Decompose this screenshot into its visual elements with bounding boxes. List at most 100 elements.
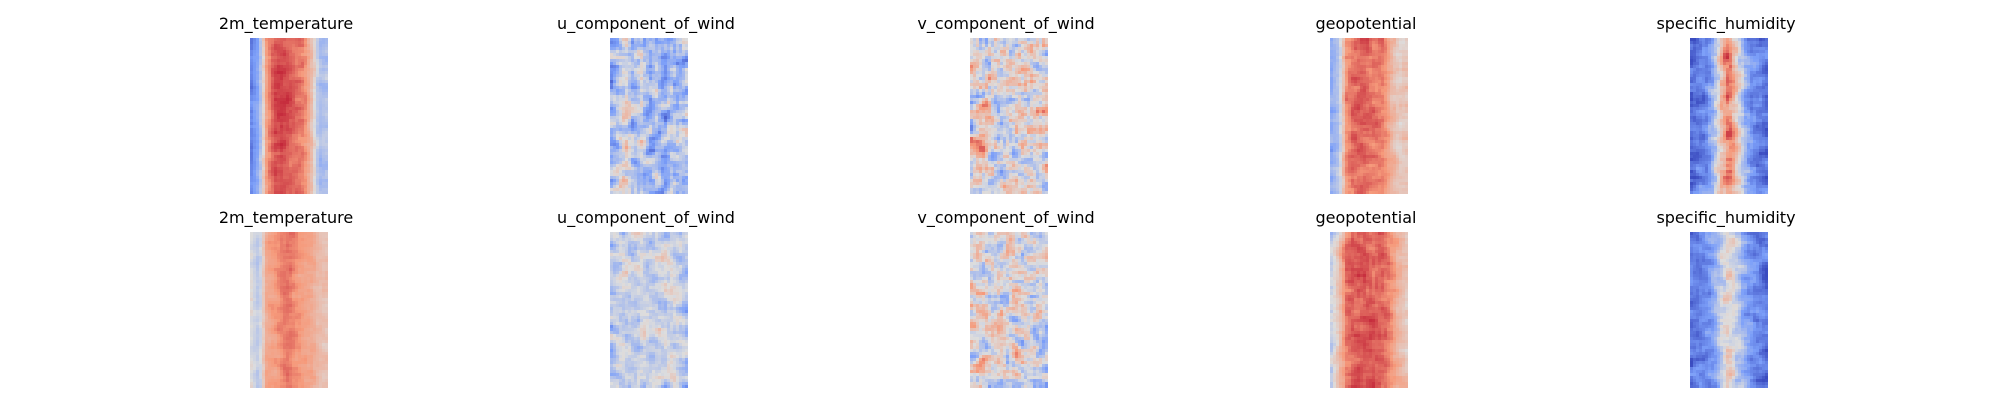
heatmap-cell xyxy=(280,59,284,63)
heatmap-cell xyxy=(289,44,293,48)
heatmap-cell xyxy=(277,128,281,132)
heatmap-cell xyxy=(631,185,635,189)
heatmap-cell xyxy=(619,89,623,93)
heatmap-cell xyxy=(646,149,650,153)
heatmap-cell xyxy=(310,98,314,102)
heatmap-cell xyxy=(979,149,983,153)
heatmap-cell xyxy=(277,176,281,180)
heatmap-cell xyxy=(1021,143,1025,147)
heatmap-cell xyxy=(268,116,272,120)
heatmap-cell xyxy=(1375,80,1379,84)
heatmap-cell xyxy=(625,113,629,117)
heatmap-cell xyxy=(1033,113,1037,117)
heatmap-cell xyxy=(1036,113,1040,117)
heatmap-cell xyxy=(1006,110,1010,114)
heatmap-cell xyxy=(649,158,653,162)
heatmap-cell xyxy=(304,134,308,138)
heatmap-cell xyxy=(1363,59,1367,63)
heatmap-cell xyxy=(1030,119,1034,123)
heatmap-cell xyxy=(976,47,980,51)
heatmap-cell xyxy=(625,104,629,108)
heatmap-cell xyxy=(262,179,266,183)
heatmap-cell xyxy=(985,188,989,192)
heatmap-cell xyxy=(1399,53,1403,57)
heatmap-cell xyxy=(1360,50,1364,54)
heatmap-cell xyxy=(301,179,305,183)
heatmap-cell xyxy=(682,50,686,54)
heatmap-cell xyxy=(1393,128,1397,132)
heatmap-cell xyxy=(1000,158,1004,162)
heatmap-cell xyxy=(283,92,287,96)
heatmap-cell xyxy=(1018,161,1022,165)
heatmap-cell xyxy=(1381,134,1385,138)
heatmap-cell xyxy=(613,191,617,194)
heatmap-cell xyxy=(1375,143,1379,147)
heatmap-cell xyxy=(277,146,281,150)
heatmap-cell xyxy=(1039,104,1043,108)
heatmap-cell xyxy=(1006,152,1010,156)
heatmap-cell xyxy=(1042,62,1046,66)
heatmap-cell xyxy=(634,83,638,87)
heatmap-cell xyxy=(685,68,688,72)
heatmap-cell xyxy=(991,101,995,105)
heatmap-cell xyxy=(1045,185,1048,189)
heatmap-cell xyxy=(253,155,257,159)
heatmap-cell xyxy=(973,185,977,189)
heatmap-cell xyxy=(301,68,305,72)
heatmap-cell xyxy=(1354,104,1358,108)
heatmap-cell xyxy=(1378,65,1382,69)
heatmap-cell xyxy=(1330,140,1334,144)
heatmap-cell xyxy=(313,62,317,66)
heatmap-cell xyxy=(319,107,323,111)
heatmap-cell xyxy=(1390,98,1394,102)
heatmap-cell xyxy=(250,164,254,168)
heatmap-cell xyxy=(1027,164,1031,168)
heatmap-cell xyxy=(268,125,272,129)
heatmap-cell xyxy=(322,74,326,78)
heatmap-cell xyxy=(262,173,266,177)
heatmap-cell xyxy=(304,173,308,177)
heatmap-cell xyxy=(661,125,665,129)
heatmap-cell xyxy=(625,125,629,129)
heatmap-cell xyxy=(625,134,629,138)
heatmap-cell xyxy=(979,185,983,189)
heatmap-cell xyxy=(1006,146,1010,150)
heatmap-cell xyxy=(1381,104,1385,108)
heatmap-cell xyxy=(1384,128,1388,132)
heatmap-cell xyxy=(319,62,323,66)
heatmap-cell xyxy=(1348,59,1352,63)
heatmap-cell xyxy=(325,137,328,141)
heatmap-cell xyxy=(670,62,674,66)
heatmap-cell xyxy=(1342,125,1346,129)
heatmap-cell xyxy=(982,89,986,93)
heatmap-cell xyxy=(991,56,995,60)
heatmap-cell xyxy=(667,95,671,99)
heatmap-cell xyxy=(283,164,287,168)
heatmap-cell xyxy=(682,122,686,126)
heatmap-cell xyxy=(1399,86,1403,90)
heatmap-cell xyxy=(982,50,986,54)
heatmap-cell xyxy=(304,65,308,69)
heatmap-cell xyxy=(1012,155,1016,159)
heatmap-cell xyxy=(1036,92,1040,96)
heatmap-cell xyxy=(253,92,257,96)
heatmap-cell xyxy=(622,65,626,69)
heatmap-cell xyxy=(268,71,272,75)
heatmap-cell xyxy=(1357,122,1361,126)
heatmap-cell xyxy=(262,185,266,189)
heatmap-cell xyxy=(613,188,617,192)
heatmap-cell xyxy=(670,173,674,177)
heatmap-cell xyxy=(997,83,1001,87)
heatmap-cell xyxy=(1381,107,1385,111)
heatmap-cell xyxy=(1024,107,1028,111)
heatmap-cell xyxy=(676,137,680,141)
heatmap-cell xyxy=(1390,77,1394,81)
heatmap-cell xyxy=(1372,80,1376,84)
heatmap-cell xyxy=(1045,92,1048,96)
heatmap-cell xyxy=(1372,77,1376,81)
heatmap-cell xyxy=(265,98,269,102)
heatmap-cell xyxy=(994,131,998,135)
heatmap-cell xyxy=(631,62,635,66)
heatmap-cell xyxy=(313,191,317,194)
heatmap-cell xyxy=(1009,71,1013,75)
